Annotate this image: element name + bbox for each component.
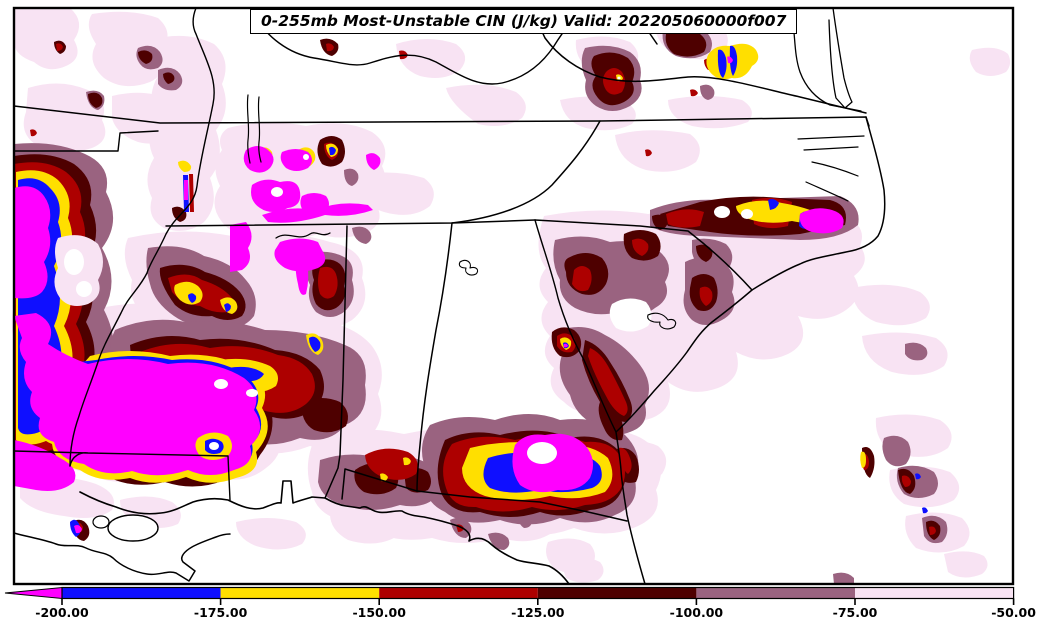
lakes-santee — [647, 312, 677, 330]
lake-maurepas — [92, 515, 110, 529]
colorbar-segment-yellow — [220, 587, 380, 599]
coast-atlantic — [615, 116, 886, 585]
map-linework — [12, 6, 1015, 586]
border-al-fl — [341, 468, 418, 500]
lake-pontchartrain — [107, 514, 159, 542]
coast-louisiana-delta — [13, 532, 231, 582]
lakes-kentucky-barkley — [246, 94, 262, 164]
border-ms-al — [324, 225, 348, 499]
border-ar-la-ms — [13, 450, 231, 501]
border-nc-sc — [534, 219, 753, 291]
lakes-georgia — [458, 259, 479, 276]
river-mississippi — [69, 7, 215, 467]
colorbar-underflow-arrow — [4, 586, 63, 600]
map-frame — [12, 6, 1015, 586]
colorbar-tick-label: -125.00 — [511, 605, 565, 620]
map-title: 0-255mb Most-Unstable CIN (J/kg) Valid: … — [250, 9, 798, 34]
colorbar-segment-pale_pink — [855, 587, 1014, 599]
colorbar-segment-mauve — [696, 587, 855, 599]
colorbar-segment-dark_maroon — [537, 587, 697, 599]
colorbar-tick-label: -50.00 — [991, 605, 1036, 620]
colorbar-segment-blue — [62, 587, 221, 599]
border-tn-nc — [451, 120, 601, 224]
sound-pamlico — [805, 161, 859, 202]
border-al-ga — [416, 222, 453, 492]
river-tennessee — [275, 232, 331, 239]
colorbar-tick-label: -75.00 — [833, 605, 878, 620]
colorbar: -200.00 -175.00 -150.00 -125.00 -100.00 -75.0… — [4, 586, 1036, 620]
colorbar-tick-label: -200.00 — [35, 605, 89, 620]
colorbar-tick-label: -175.00 — [194, 605, 248, 620]
river-ohio — [251, 10, 585, 85]
colorbar-tick-label: -150.00 — [352, 605, 406, 620]
colorbar-segment-red — [379, 587, 538, 599]
sound-albemarle — [797, 135, 865, 151]
colorbar-tick-label: -100.00 — [670, 605, 724, 620]
cin-region-holes — [54, 74, 753, 482]
river-savannah — [534, 219, 617, 433]
border-ga-fl — [416, 490, 628, 522]
border-mo-ar — [13, 130, 159, 152]
coast-gulf — [79, 480, 570, 585]
coast-chesapeake — [789, 7, 862, 112]
